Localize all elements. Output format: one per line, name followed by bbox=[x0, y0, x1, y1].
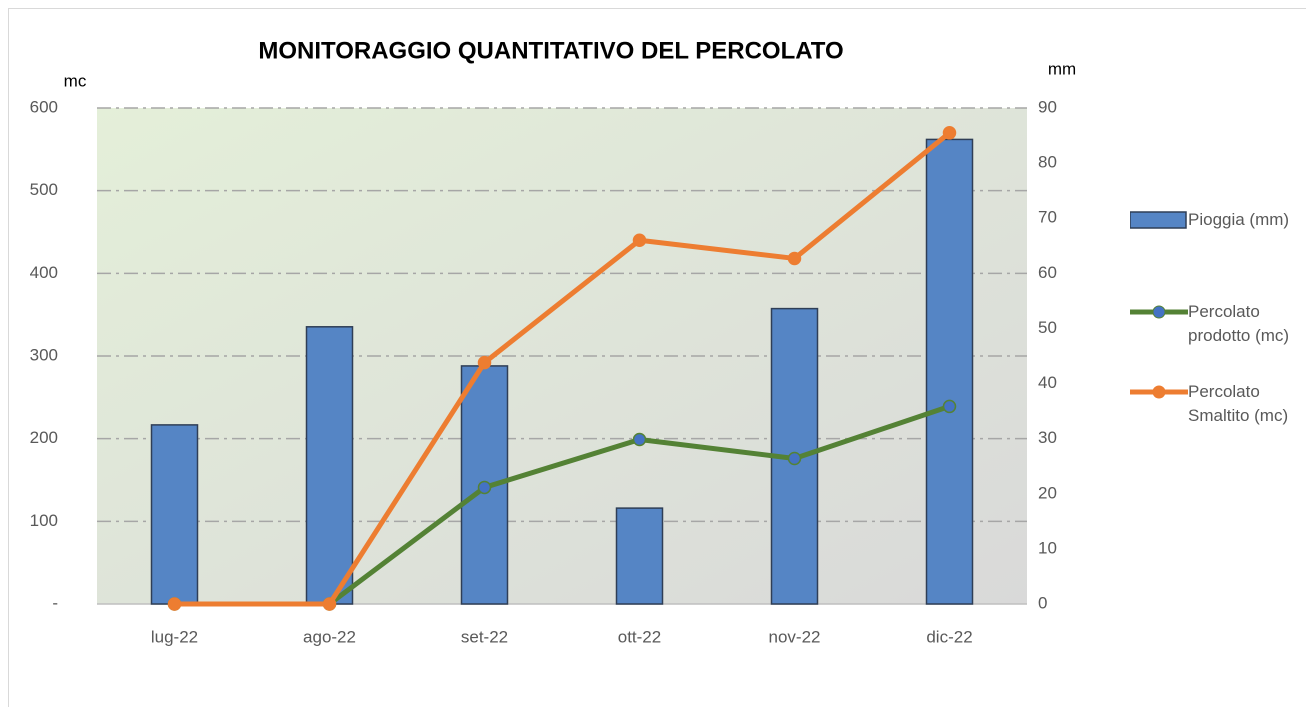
legend-item: Percolato Smaltito (mc) bbox=[1130, 380, 1298, 428]
x-tick-label: nov-22 bbox=[769, 627, 821, 646]
y2-tick-label: 40 bbox=[1038, 373, 1057, 392]
swatch bbox=[1130, 211, 1187, 229]
legend-label: Pioggia (mm) bbox=[1188, 210, 1290, 229]
marker bbox=[477, 480, 492, 495]
line bbox=[174, 130, 952, 607]
legend-item: Percolato prodotto (mc) bbox=[1130, 300, 1298, 348]
y-tick-label: - bbox=[52, 593, 58, 612]
marker bbox=[787, 251, 802, 266]
marker bbox=[632, 432, 647, 447]
x-tick-label: ott-22 bbox=[618, 627, 661, 646]
y-tick-label: 600 bbox=[30, 97, 58, 116]
legend-label: Percolato Smaltito (mc) bbox=[1188, 382, 1289, 425]
legend-item: Pioggia (mm) bbox=[1130, 208, 1298, 232]
y-tick-label: 400 bbox=[30, 263, 58, 282]
legend-label: Percolato prodotto (mc) bbox=[1188, 302, 1290, 345]
y-axis-label: mc bbox=[64, 71, 87, 90]
swatch bbox=[1152, 305, 1166, 319]
legend-swatch bbox=[1130, 211, 1187, 229]
marker bbox=[322, 597, 337, 611]
y2-tick-label: 60 bbox=[1038, 263, 1057, 282]
marker bbox=[632, 233, 647, 248]
y2-axis-label: mm bbox=[1048, 59, 1076, 78]
y-tick-label: 200 bbox=[30, 428, 58, 447]
y2-tick-label: 30 bbox=[1038, 428, 1057, 447]
y2-tick-label: 70 bbox=[1038, 208, 1057, 227]
swatch bbox=[1152, 385, 1166, 399]
x-tick-label: ago-22 bbox=[303, 627, 356, 646]
y-tick-label: 300 bbox=[30, 345, 58, 364]
bar bbox=[305, 326, 354, 605]
y2-tick-label: 90 bbox=[1038, 97, 1057, 116]
y2-tick-label: 20 bbox=[1038, 483, 1057, 502]
y2-tick-label: 50 bbox=[1038, 318, 1057, 337]
y-tick-label: 100 bbox=[30, 511, 58, 530]
y2-tick-label: 10 bbox=[1038, 538, 1057, 557]
bar bbox=[150, 424, 199, 605]
marker bbox=[167, 597, 182, 611]
marker bbox=[477, 355, 492, 370]
marker bbox=[942, 399, 957, 414]
legend-swatch bbox=[1130, 305, 1188, 319]
x-tick-label: set-22 bbox=[461, 627, 508, 646]
marker bbox=[787, 451, 802, 466]
x-tick-label: dic-22 bbox=[926, 627, 972, 646]
y2-tick-label: 80 bbox=[1038, 153, 1057, 172]
frame bbox=[8, 8, 1306, 707]
y-tick-label: 500 bbox=[30, 180, 58, 199]
y2-tick-label: 0 bbox=[1038, 593, 1047, 612]
legend-swatch bbox=[1130, 385, 1188, 399]
chart-title: MONITORAGGIO QUANTITATIVO DEL PERCOLATO bbox=[258, 37, 843, 64]
marker bbox=[942, 126, 957, 140]
bar bbox=[925, 138, 974, 605]
bar bbox=[615, 507, 664, 605]
x-tick-label: lug-22 bbox=[151, 627, 198, 646]
